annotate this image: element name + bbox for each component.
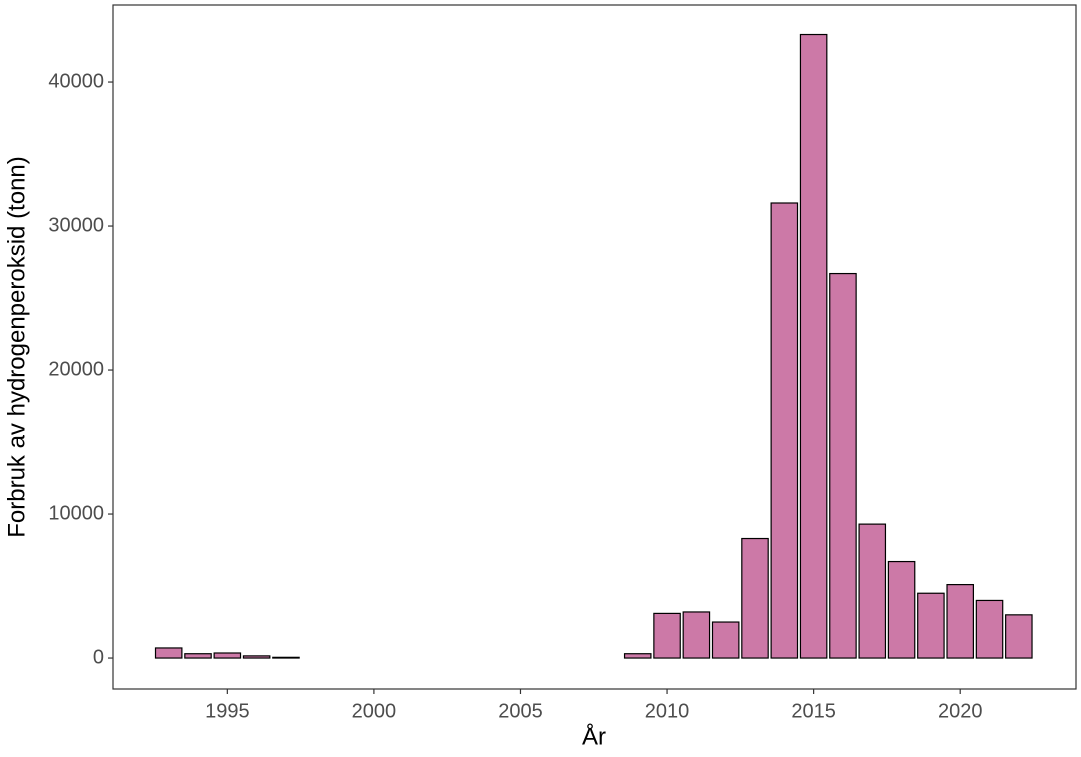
bar (887, 560, 916, 659)
bar (711, 621, 740, 659)
bar (272, 656, 300, 659)
y-tick-label: 40000 (48, 70, 104, 92)
plot-border (112, 4, 1077, 690)
bar (682, 611, 711, 659)
bar (184, 653, 212, 659)
bar (154, 647, 183, 659)
x-tick-label: 2010 (645, 700, 690, 722)
y-tick-label: 30000 (48, 214, 104, 236)
bar (946, 583, 974, 659)
x-tick-label: 2020 (938, 700, 983, 722)
x-tick-label: 2015 (791, 700, 836, 722)
x-tick-label: 2005 (498, 700, 543, 722)
bar (799, 33, 828, 659)
bar (1005, 614, 1033, 659)
y-tick-label: 20000 (48, 358, 104, 380)
y-tick-label: 0 (93, 646, 104, 668)
bar (653, 612, 681, 659)
x-tick-label: 1995 (205, 700, 250, 722)
bar (741, 537, 769, 659)
bar (829, 272, 857, 659)
x-axis-title: År (582, 722, 606, 750)
y-axis-title: Forbruk av hydrogenperoksid (tonn) (3, 156, 30, 538)
bar (213, 652, 242, 659)
bar (917, 592, 945, 659)
y-tick-label: 10000 (48, 502, 104, 524)
bar (623, 653, 652, 659)
x-tick-label: 2000 (352, 700, 397, 722)
bar (858, 523, 887, 659)
bar (242, 655, 271, 659)
bar (770, 202, 799, 659)
bar (975, 599, 1004, 659)
